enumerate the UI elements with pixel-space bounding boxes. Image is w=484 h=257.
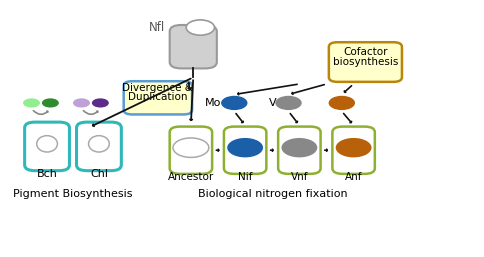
Ellipse shape <box>23 98 40 107</box>
Ellipse shape <box>73 98 90 107</box>
Text: Anf: Anf <box>345 172 363 182</box>
Ellipse shape <box>282 138 318 157</box>
Text: Duplication: Duplication <box>128 91 188 102</box>
Text: Mo: Mo <box>205 98 222 108</box>
FancyBboxPatch shape <box>170 127 212 174</box>
Text: V: V <box>269 98 277 108</box>
Ellipse shape <box>92 98 109 107</box>
Text: Biological nitrogen fixation: Biological nitrogen fixation <box>197 189 348 199</box>
FancyBboxPatch shape <box>333 127 375 174</box>
Text: Divergence &: Divergence & <box>122 82 193 93</box>
FancyBboxPatch shape <box>224 127 266 174</box>
Ellipse shape <box>37 136 58 152</box>
Ellipse shape <box>173 138 209 157</box>
Ellipse shape <box>42 98 59 107</box>
Ellipse shape <box>186 20 214 35</box>
Ellipse shape <box>89 136 109 152</box>
Ellipse shape <box>329 96 355 110</box>
Text: Nfl: Nfl <box>149 21 165 34</box>
Ellipse shape <box>227 138 263 157</box>
Text: Ancestor: Ancestor <box>168 172 214 182</box>
Text: Nif: Nif <box>238 172 252 182</box>
FancyBboxPatch shape <box>278 127 320 174</box>
Text: biosynthesis: biosynthesis <box>333 57 398 67</box>
Text: Vnf: Vnf <box>290 172 308 182</box>
Text: Pigment Biosynthesis: Pigment Biosynthesis <box>13 189 133 199</box>
Text: Chl: Chl <box>90 169 108 179</box>
Ellipse shape <box>275 96 302 110</box>
Text: Bch: Bch <box>37 169 58 179</box>
Ellipse shape <box>221 96 247 110</box>
Ellipse shape <box>336 138 372 157</box>
FancyBboxPatch shape <box>76 122 121 171</box>
FancyBboxPatch shape <box>329 42 402 82</box>
FancyBboxPatch shape <box>170 25 217 68</box>
FancyBboxPatch shape <box>124 81 192 114</box>
FancyBboxPatch shape <box>25 122 70 171</box>
Text: Cofactor: Cofactor <box>343 47 388 57</box>
